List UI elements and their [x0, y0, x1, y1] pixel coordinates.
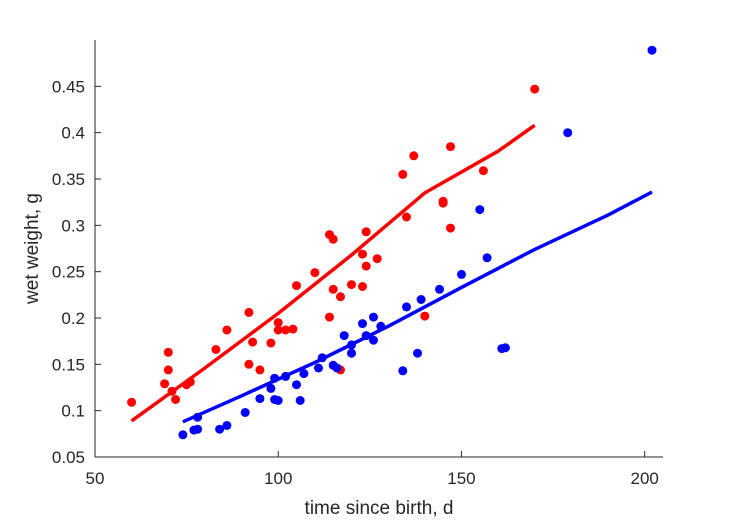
- data-point-series-2: [339, 331, 349, 341]
- data-point-series-1: [255, 365, 265, 375]
- data-point-series-1: [171, 395, 181, 404]
- y-tick-label: 0.15: [52, 355, 85, 374]
- data-point-series-1: [358, 282, 367, 291]
- y-tick-label: 0.45: [52, 77, 85, 96]
- data-point-series-2: [266, 383, 276, 393]
- data-point-series-2: [369, 312, 378, 322]
- axes: [94, 40, 663, 458]
- data-point-series-2: [295, 396, 305, 405]
- data-point-series-2: [292, 380, 301, 390]
- data-point-series-1: [292, 281, 301, 291]
- data-point-series-2: [398, 366, 408, 376]
- x-tick-label: 150: [447, 469, 475, 488]
- data-point-series-1: [167, 386, 177, 396]
- data-point-series-1: [478, 166, 488, 176]
- data-point-series-2: [215, 424, 225, 434]
- data-point-series-2: [314, 363, 323, 373]
- data-point-series-1: [244, 359, 254, 369]
- fit-line-series-2: [182, 190, 653, 424]
- data-point-series-2: [273, 396, 283, 405]
- data-points: [127, 45, 657, 440]
- data-point-series-2: [332, 363, 342, 373]
- data-point-series-2: [193, 424, 203, 434]
- data-point-series-1: [446, 142, 455, 152]
- data-point-series-2: [376, 321, 386, 331]
- data-point-series-1: [358, 249, 367, 259]
- data-point-series-1: [438, 198, 448, 208]
- data-point-series-2: [435, 284, 444, 294]
- data-point-series-1: [185, 377, 195, 387]
- data-point-series-2: [347, 340, 356, 350]
- y-tick-label: 0.2: [61, 309, 85, 328]
- x-axis-label: time since birth, d: [305, 498, 454, 519]
- data-point-series-1: [372, 254, 382, 264]
- data-point-series-2: [281, 371, 291, 381]
- data-point-series-1: [281, 325, 291, 335]
- data-point-series-2: [222, 421, 232, 430]
- data-point-series-2: [178, 430, 188, 440]
- fit-lines: [130, 123, 653, 424]
- data-point-series-1: [530, 84, 540, 94]
- x-tick-label: 200: [630, 469, 658, 488]
- y-tick-label: 0.1: [61, 402, 85, 421]
- data-point-series-2: [500, 343, 510, 353]
- data-point-series-2: [317, 353, 327, 363]
- data-point-series-1: [328, 284, 338, 294]
- data-point-series-1: [446, 223, 455, 233]
- x-tick-label: 50: [86, 469, 105, 488]
- data-point-series-1: [347, 280, 356, 290]
- data-point-series-2: [369, 335, 378, 345]
- data-point-series-1: [163, 347, 173, 357]
- x-tick-label: 100: [264, 469, 292, 488]
- data-point-series-2: [347, 348, 356, 358]
- data-point-series-2: [299, 369, 309, 379]
- data-point-series-1: [402, 212, 411, 222]
- data-point-series-1: [248, 337, 258, 347]
- data-point-series-1: [398, 169, 408, 179]
- data-point-series-2: [563, 128, 573, 138]
- data-point-series-2: [361, 331, 371, 341]
- data-point-series-1: [273, 325, 283, 335]
- y-tick-label: 0.35: [52, 170, 85, 189]
- data-point-series-1: [420, 311, 430, 321]
- y-tick-label: 0.25: [52, 263, 85, 282]
- data-point-series-1: [266, 338, 276, 348]
- data-point-series-2: [240, 408, 250, 417]
- data-point-series-2: [416, 295, 426, 304]
- data-point-series-1: [361, 227, 371, 237]
- data-point-series-2: [413, 348, 422, 358]
- data-point-series-1: [325, 312, 334, 322]
- data-point-series-2: [457, 269, 466, 279]
- data-point-series-2: [358, 319, 367, 329]
- data-point-series-1: [288, 324, 298, 334]
- data-point-series-2: [255, 394, 265, 404]
- data-point-series-1: [244, 307, 254, 317]
- data-point-series-2: [482, 253, 492, 263]
- data-point-series-1: [127, 397, 137, 407]
- data-point-series-2: [270, 373, 280, 383]
- data-point-series-1: [328, 234, 338, 244]
- y-tick-label: 0.3: [61, 216, 85, 235]
- data-point-series-1: [160, 379, 170, 389]
- data-point-series-1: [222, 325, 232, 335]
- ticks: 50 100 150 200 0.05 0.1 0.15 0.2 0.25 0.3 0.35 0.4 0…: [52, 77, 659, 488]
- y-tick-label: 0.05: [52, 448, 85, 467]
- data-point-series-1: [273, 318, 283, 328]
- data-point-series-1: [310, 268, 320, 278]
- data-point-series-2: [402, 302, 411, 312]
- data-point-series-2: [475, 205, 485, 215]
- data-point-series-2: [647, 45, 657, 55]
- data-point-series-1: [361, 261, 371, 271]
- y-axis-label: wet weight, g: [22, 193, 43, 305]
- data-point-series-1: [409, 151, 419, 161]
- data-point-series-2: [193, 412, 203, 422]
- y-tick-label: 0.4: [61, 124, 85, 143]
- data-point-series-1: [211, 345, 221, 354]
- fit-line-series-1: [130, 123, 536, 423]
- data-point-series-1: [163, 365, 173, 375]
- data-point-series-1: [336, 292, 345, 302]
